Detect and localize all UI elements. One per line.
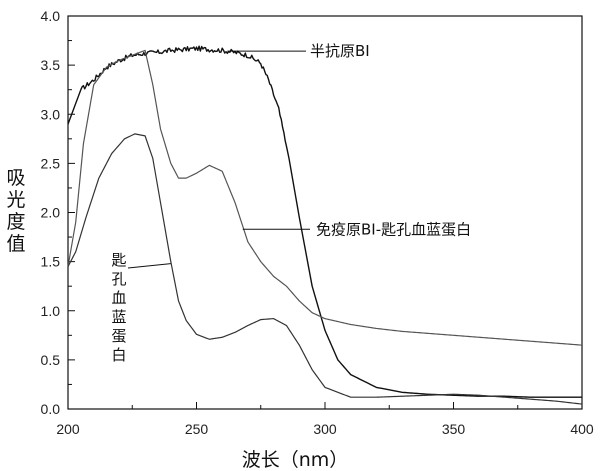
x-tick-label: 350 [442,421,466,437]
y-tick-label: 2.5 [41,155,61,171]
x-tick-label: 250 [185,421,209,437]
series-line-2 [68,50,582,345]
plot-frame [68,16,582,409]
x-tick-label: 200 [56,421,80,437]
y-axis-title: 吸光度值 [6,167,25,255]
x-tick-label: 300 [313,421,337,437]
annotation-leader [128,264,171,268]
annotation-label: 匙孔血蓝蛋白 [111,251,126,364]
x-axis-title: 波长（nm） [242,449,349,471]
y-tick-label: 1.0 [41,303,61,319]
annotation-label: 免疫原BⅠ-匙孔血蓝蛋白 [316,220,471,238]
annotation-label: 半抗原BⅠ [310,42,370,60]
y-tick-label: 0.0 [41,401,61,417]
y-tick-label: 2.0 [41,205,61,221]
y-tick-label: 3.0 [41,106,61,122]
y-tick-label: 0.5 [41,352,61,368]
y-axis-title-text: 吸光度值 [6,167,25,255]
y-tick-label: 1.5 [41,254,61,270]
y-tick-label: 3.5 [41,57,61,73]
x-tick-label: 400 [570,421,594,437]
y-tick-label: 4.0 [41,8,61,24]
annotations: 半抗原BⅠ 免疫原BⅠ-匙孔血蓝蛋白匙孔血蓝蛋白 [111,42,471,364]
series-line-3 [68,134,582,404]
